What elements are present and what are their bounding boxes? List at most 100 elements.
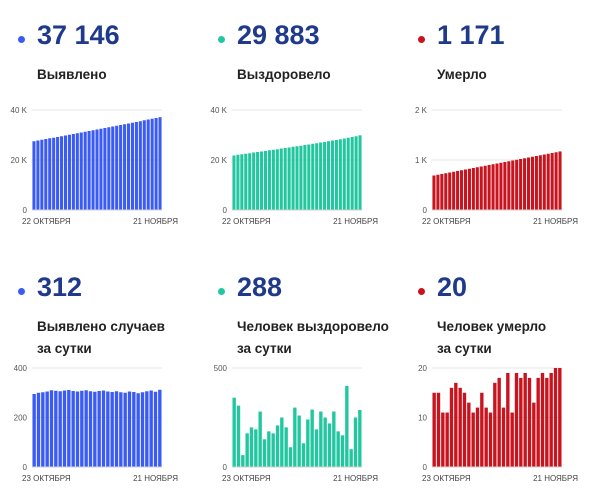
y-tick-label: 0 [23, 206, 28, 215]
bar [248, 153, 252, 210]
bar [79, 132, 83, 210]
total-recovered-value: 29 883 [237, 20, 320, 50]
bar [75, 391, 80, 467]
bar [153, 391, 158, 467]
bar [303, 145, 307, 210]
bar [350, 137, 354, 210]
x-start-label: 22 ОКТЯБРЯ [22, 217, 71, 226]
bar [110, 392, 114, 467]
bar [445, 412, 449, 467]
bar [271, 149, 275, 210]
bar [456, 171, 460, 210]
bar [542, 154, 546, 210]
bar [67, 134, 71, 210]
bar [558, 151, 562, 210]
bar [519, 377, 523, 467]
x-end-label: 21 НОЯБРЯ [533, 474, 578, 483]
bar [123, 392, 127, 467]
bar [532, 402, 536, 467]
y-tick-label: 2 K [415, 106, 428, 115]
y-tick-label: 10 [418, 414, 427, 423]
bar [306, 419, 310, 467]
total-deaths-chart: 0 1 K 2 K 22 ОКТЯБРЯ 21 НОЯБРЯ [415, 106, 578, 226]
bar [283, 148, 287, 210]
bar [449, 387, 454, 467]
bar [263, 151, 268, 210]
bar [130, 122, 134, 210]
bar [550, 153, 554, 210]
daily-cases-label: Выявлено случаев за сутки [37, 316, 165, 360]
bar [158, 389, 162, 467]
bar [52, 137, 56, 210]
bar [93, 391, 97, 467]
bar [252, 152, 256, 210]
bar [530, 156, 534, 210]
bar [507, 161, 511, 210]
series-dot-icon [418, 36, 425, 43]
bar [514, 372, 519, 467]
bar [460, 170, 464, 210]
bar [346, 137, 350, 210]
bar [440, 174, 444, 210]
bar [40, 139, 44, 210]
bar [32, 141, 36, 210]
daily-deaths-label: Человек умерло за сутки [437, 316, 546, 360]
series-dot-icon [18, 36, 25, 43]
bar [358, 409, 362, 467]
bar [345, 385, 349, 467]
label-line: Выявлено случаев [37, 319, 165, 334]
bar [136, 393, 140, 467]
bar [319, 411, 323, 467]
x-end-label: 21 НОЯБРЯ [533, 217, 578, 226]
bar [538, 155, 542, 210]
bar [288, 447, 293, 467]
bar [323, 417, 327, 467]
bar [232, 155, 236, 210]
bar [80, 390, 84, 467]
bar [497, 377, 501, 467]
x-end-label: 21 НОЯБРЯ [133, 217, 178, 226]
x-start-label: 23 ОКТЯБРЯ [422, 474, 471, 483]
series-dot-icon [18, 288, 25, 295]
bar [275, 149, 279, 210]
bar [342, 138, 346, 210]
bar [84, 390, 88, 467]
daily-recovered-label: Человек выздоровело за сутки [237, 316, 389, 360]
series-dot-icon [218, 36, 225, 43]
bar [287, 147, 291, 210]
bar [150, 118, 154, 210]
bar [83, 131, 87, 210]
bar [484, 407, 488, 467]
bar [336, 431, 340, 467]
bar [319, 142, 323, 210]
y-tick-label: 0 [223, 463, 228, 472]
bar [149, 390, 153, 467]
bar [326, 141, 331, 210]
bar [515, 159, 519, 210]
bar [558, 368, 562, 467]
y-tick-label: 20 [418, 364, 427, 373]
y-tick-label: 0 [223, 206, 228, 215]
bar [553, 368, 558, 467]
bar [71, 134, 75, 210]
bar [142, 120, 146, 210]
bar [340, 435, 345, 467]
bar [260, 151, 264, 210]
bar [432, 175, 436, 210]
bar [60, 136, 64, 210]
bar [36, 392, 41, 467]
bar [314, 429, 319, 467]
label-line: за сутки [237, 341, 292, 356]
label-line: Умерло [437, 67, 487, 82]
bar [471, 168, 475, 210]
bar [36, 140, 40, 210]
x-end-label: 21 НОЯБРЯ [333, 474, 378, 483]
bar [115, 125, 119, 210]
bar [545, 377, 549, 467]
bar [527, 377, 532, 467]
bar [480, 392, 484, 467]
bar [315, 143, 319, 210]
bar [293, 407, 297, 467]
daily-cases-chart: 0 200 400 23 ОКТЯБРЯ 21 НОЯБРЯ [14, 364, 179, 483]
daily-recovered-chart: 0 500 23 ОКТЯБРЯ 21 НОЯБРЯ [214, 364, 379, 483]
